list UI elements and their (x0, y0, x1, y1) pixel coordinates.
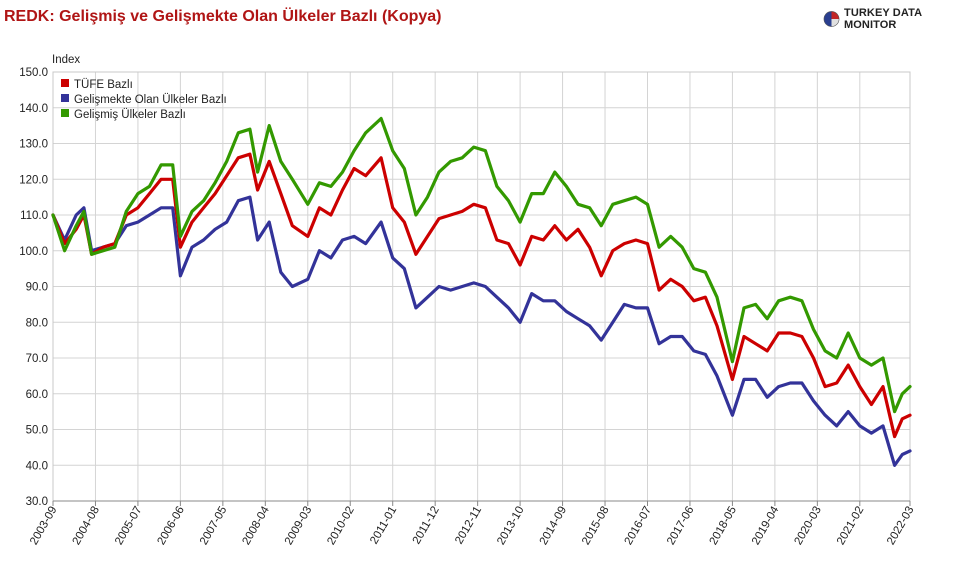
x-tick-label: 2005-07 (113, 505, 145, 548)
x-tick-label: 2016-07 (623, 505, 655, 548)
y-tick-label: 100.0 (19, 246, 48, 258)
y-tick-label: 110.0 (20, 210, 48, 222)
brand-name: TURKEY DATA MONITOR (844, 7, 922, 31)
legend-label-tufe: TÜFE Bazlı (74, 79, 133, 91)
x-tick-label: 2017-06 (665, 505, 697, 548)
x-tick-label: 2012-11 (453, 505, 484, 547)
globe-logo-icon (823, 11, 840, 27)
series-line-gelismekte (51, 195, 912, 467)
chart-title: REDK: Gelişmiş ve Gelişmekte Olan Ülkele… (4, 8, 442, 25)
legend-swatch-gelismis (61, 109, 69, 117)
legend-label-gelismis: Gelişmiş Ülkeler Bazlı (74, 109, 186, 121)
x-tick-label: 2013-10 (495, 505, 527, 548)
legend-swatch-tufe (61, 79, 69, 87)
x-tick-label: 2004-08 (71, 505, 103, 548)
x-tick-label: 2008-04 (240, 504, 272, 547)
y-tick-label: 130.0 (19, 139, 48, 151)
y-tick-label: 40.0 (26, 460, 48, 472)
x-tick-label: 2014-09 (538, 505, 570, 548)
y-axis-label: Index (52, 54, 80, 66)
x-tick-label: 2003-09 (28, 505, 60, 548)
x-tick-label: 2018-05 (708, 505, 740, 548)
x-tick-label: 2021-02 (835, 505, 867, 548)
x-tick-label: 2007-05 (198, 505, 230, 548)
x-tick-label: 2006-06 (155, 505, 187, 548)
legend-swatch-gelismekte (61, 94, 69, 102)
x-tick-label: 2011-01 (368, 505, 399, 547)
grid-lines (52, 71, 911, 502)
x-tick-label: 2022-03 (885, 505, 917, 548)
series-line-tufe (51, 152, 912, 439)
x-tick-label: 2010-02 (325, 505, 357, 548)
x-tick-label: 2009-03 (283, 505, 315, 548)
y-tick-label: 140.0 (19, 103, 48, 115)
series-line-gelismis (51, 116, 912, 414)
y-tick-label: 70.0 (26, 353, 48, 365)
legend-label-gelismekte: Gelişmekte Olan Ülkeler Bazlı (74, 94, 227, 106)
y-tick-label: 80.0 (26, 317, 48, 329)
y-tick-label: 150.0 (19, 67, 48, 79)
x-tick-label: 2020-03 (792, 505, 824, 548)
legend: TÜFE Bazlı Gelişmekte Olan Ülkeler Bazlı… (61, 79, 227, 121)
y-tick-label: 50.0 (26, 425, 48, 437)
y-axis-ticks: 30.0 40.0 50.0 60.0 70.0 80.0 90.0 100.0 110.0 12… (19, 67, 48, 508)
y-tick-label: 120.0 (19, 174, 48, 186)
x-axis-ticks: 2003-09 2004-08 2005-07 2006-06 2007-05 2008-… (28, 501, 917, 547)
x-tick-label: 2019-04 (750, 504, 782, 547)
x-tick-label: 2015-08 (580, 505, 612, 548)
brand-logo[interactable]: TURKEY DATA MONITOR (823, 7, 970, 31)
y-tick-label: 30.0 (26, 496, 48, 508)
x-tick-label: 2011-12 (411, 505, 442, 547)
y-tick-label: 60.0 (26, 389, 48, 401)
y-tick-label: 90.0 (26, 282, 48, 294)
series-lines (51, 116, 912, 467)
